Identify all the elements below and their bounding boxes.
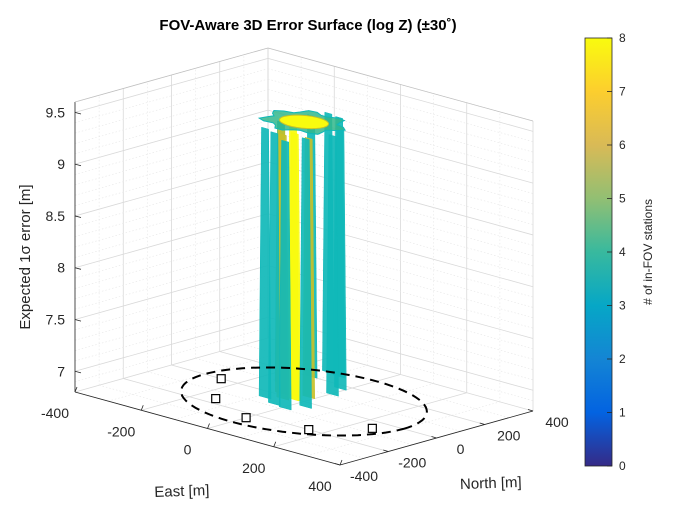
minor-grid-z: [267, 78, 534, 153]
x-tick-mark: [74, 386, 78, 393]
grid-z-left: [74, 316, 269, 372]
colorbar-tick-label: 8: [619, 31, 626, 45]
x-tick-mark: [140, 405, 144, 411]
z-tick-label: 7.5: [46, 312, 66, 328]
colorbar-tick-label: 2: [619, 352, 626, 366]
station-marker: [241, 413, 251, 423]
colorbar-tick-label: 0: [619, 459, 626, 473]
minor-grid-z: [267, 89, 534, 163]
y-tick-mark: [527, 409, 534, 412]
y-tick-mark: [479, 422, 485, 425]
surface-peak: [278, 114, 330, 130]
station-marker: [304, 425, 314, 435]
x-tick-label: -200: [107, 423, 135, 439]
z-tick-mark: [74, 215, 82, 218]
fov-boundary: [180, 366, 428, 437]
surface-tower: [299, 137, 312, 409]
grid-z-left: [74, 57, 269, 113]
minor-grid-y: [147, 371, 413, 446]
colorbar-tick-label: 5: [619, 192, 626, 206]
surface-tower: [288, 131, 302, 402]
z-tick-mark: [74, 319, 82, 322]
x-tick-mark: [207, 423, 210, 429]
grid-z-left: [74, 109, 269, 165]
surface-tower: [268, 131, 281, 407]
y-axis-label: North [m]: [460, 474, 522, 493]
x-axis-label: East [m]: [154, 482, 210, 501]
x-tick-mark: [339, 459, 343, 466]
minor-grid-z: [267, 68, 534, 143]
grid-y-floor: [123, 378, 389, 452]
colorbar-tick-label: 3: [619, 299, 626, 313]
minor-grid-y: [99, 384, 365, 459]
x-tick-label: 200: [242, 460, 266, 476]
station-marker: [211, 394, 221, 404]
y-tick-label: -400: [350, 468, 378, 484]
x-tick-label: -400: [41, 405, 69, 421]
top-left-edge: [74, 47, 269, 103]
z-tick-mark: [74, 267, 82, 270]
z-tick-label: 8: [57, 260, 65, 276]
z-tick-label: 9.5: [46, 104, 66, 120]
colorbar-tick-label: 6: [619, 138, 626, 152]
top-back-edge: [267, 47, 534, 122]
x-tick-label: 0: [184, 442, 192, 458]
surface-tower: [278, 139, 292, 411]
y-tick-mark: [431, 436, 437, 439]
z-tick-label: 7: [57, 363, 65, 379]
z-tick-labels: 7 7.5 8 8.5 9 9.5: [46, 104, 66, 379]
error-surface: [257, 109, 347, 411]
surface-tower: [326, 134, 339, 397]
colorbar-tick-label: 1: [619, 406, 626, 420]
surface-tower: [258, 126, 272, 400]
grid-z-left: [74, 213, 269, 269]
x-tick-labels: -400 -200 0 200 400: [41, 405, 332, 494]
colorbar-tick-labels: 0 1 2 3 4 5 6 7 8: [607, 31, 626, 473]
x-tick-label: 400: [308, 478, 332, 494]
grid-z-left: [74, 265, 269, 320]
y-tick-mark: [383, 449, 389, 452]
x-tick-mark: [273, 441, 277, 447]
z-tick-mark: [74, 370, 82, 374]
station-marker: [216, 374, 226, 384]
colorbar-label: # of in-FOV stations: [641, 199, 655, 305]
z-axis-label: Expected 1σ error [m]: [17, 184, 34, 329]
z-tick-label: 8.5: [46, 208, 66, 224]
y-tick-mark: [334, 463, 341, 466]
grid-z-back: [267, 57, 534, 132]
grid-z-left: [74, 161, 269, 217]
z-tick-mark: [74, 163, 82, 167]
y-tick-label: -200: [398, 455, 426, 471]
z-tick-label: 9: [57, 156, 65, 172]
y-tick-label: 400: [545, 414, 569, 430]
colorbar-tick-label: 4: [619, 245, 626, 259]
station-marker: [367, 423, 377, 433]
y-tick-label: 0: [457, 441, 465, 457]
y-tick-label: 200: [497, 428, 521, 444]
y-tick-labels: -400 -200 0 200 400: [350, 414, 569, 484]
chart-title: FOV-Aware 3D Error Surface (log Z) (±30˚…: [159, 17, 456, 34]
minor-grid-y: [195, 357, 461, 432]
fov-overlay: [180, 366, 428, 437]
z-tick-mark: [74, 111, 82, 115]
colorbar: 0 1 2 3 4 5 6 7 8 # of in-FOV stations: [584, 31, 655, 473]
colorbar-tick-label: 7: [619, 85, 626, 99]
